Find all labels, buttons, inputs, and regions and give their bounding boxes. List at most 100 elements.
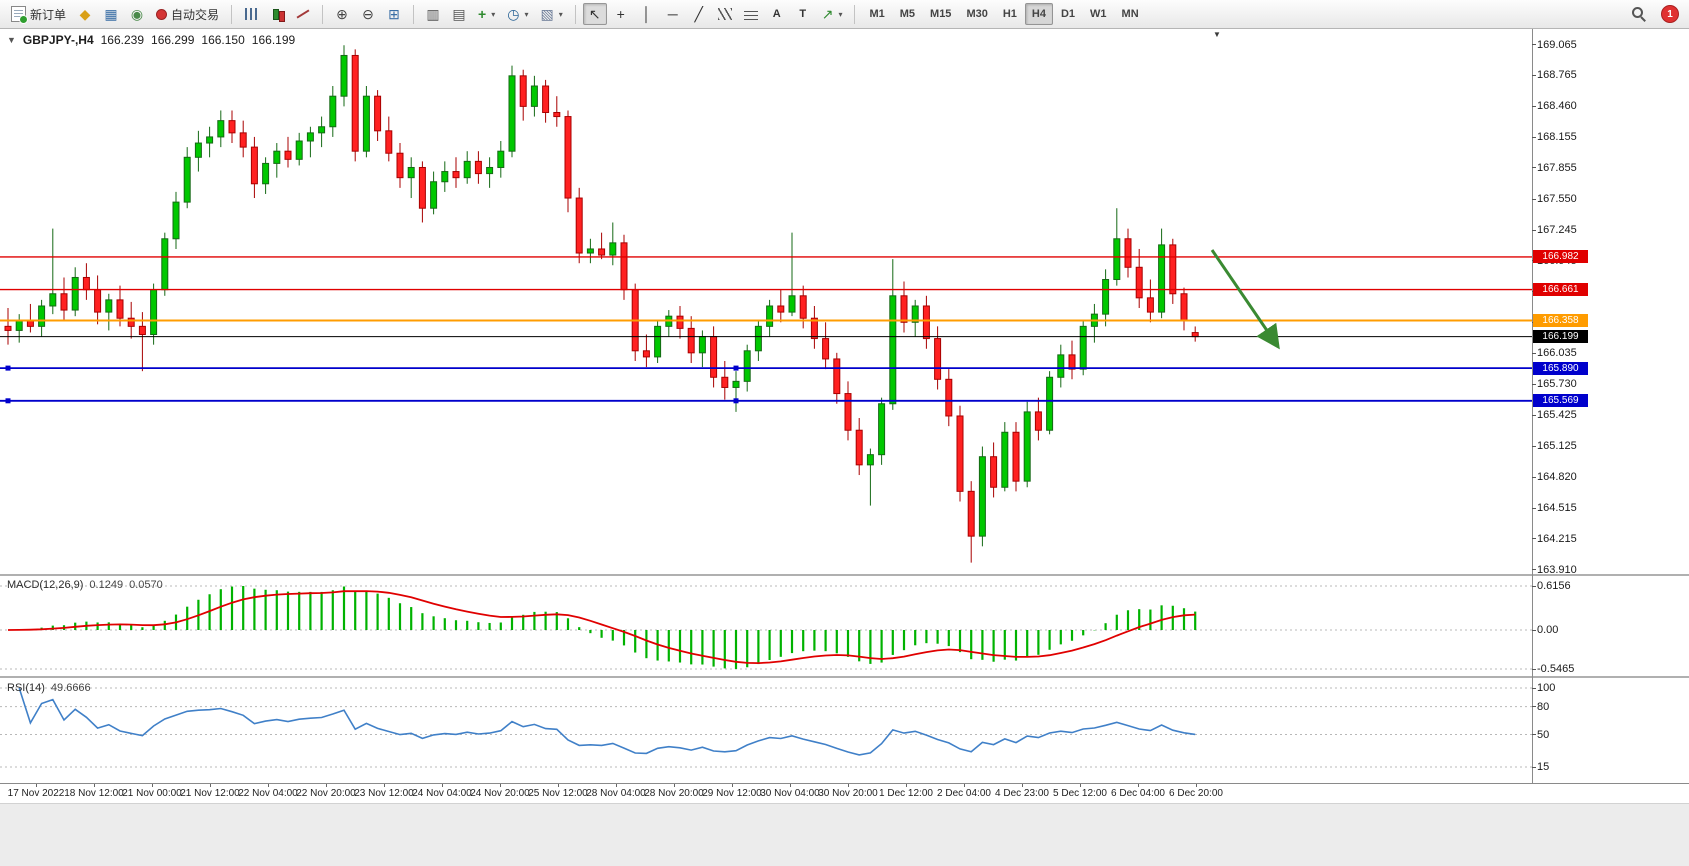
time-axis-label: 28 Nov 20:00: [644, 788, 704, 799]
notification-badge[interactable]: 1: [1661, 5, 1679, 23]
window-margin: [0, 803, 1689, 866]
time-axis-tick: [790, 784, 791, 787]
time-axis-label: 6 Dec 20:00: [1169, 788, 1223, 799]
timeframe-mn[interactable]: MN: [1121, 8, 1139, 20]
shapes-dropdown-button[interactable]: ↗ ▾: [817, 3, 848, 25]
rsi-value: 49.6666: [50, 682, 91, 694]
price-axis-border: [1532, 29, 1533, 783]
horizontal-line-tool-button[interactable]: ─: [661, 3, 685, 25]
time-axis-tick: [674, 784, 675, 787]
timeframe-d1[interactable]: D1: [1060, 8, 1076, 20]
text-tool-button[interactable]: A: [765, 3, 789, 25]
templates-icon: ▧: [540, 6, 554, 22]
time-axis-label: 21 Nov 00:00: [122, 788, 182, 799]
time-axis-tick: [326, 784, 327, 787]
line-chart-button[interactable]: [291, 3, 315, 25]
ohlc-close: 166.199: [251, 33, 296, 47]
rsi-panel-canvas[interactable]: [0, 679, 1689, 783]
time-axis-tick: [1196, 784, 1197, 787]
trendline-icon: ╱: [694, 6, 703, 22]
market-watch-icon: ▦: [104, 6, 118, 22]
timeframe-m1[interactable]: M1: [869, 8, 885, 20]
channel-icon: [717, 8, 732, 20]
cursor-icon: ↖: [588, 6, 601, 22]
toolbar: 新订单 ◆ ▦ ◉ 自动交易 ⊕ ⊖ ⊞ ▥ ▤ + ▾ ◷ ▾ ▧ ▾ ↖ +: [0, 0, 1689, 29]
new-order-label: 新订单: [30, 7, 67, 22]
horizontal-line-icon: ─: [667, 6, 678, 22]
toolbar-separator: [413, 4, 415, 24]
timeframe-h1[interactable]: H1: [1002, 8, 1017, 20]
macd-title: MACD(12,26,9): [7, 579, 84, 591]
autotrading-icon: [156, 8, 168, 20]
ohlc-low: 166.150: [201, 33, 245, 47]
vertical-line-tool-button[interactable]: │: [635, 3, 659, 25]
profile-button[interactable]: ◆: [73, 3, 97, 25]
time-axis-tick: [36, 784, 37, 787]
time-axis-label: 1 Dec 12:00: [879, 788, 933, 799]
toolbar-separator: [322, 4, 324, 24]
time-axis-label: 28 Nov 04:00: [586, 788, 646, 799]
clock-icon: ◷: [507, 6, 520, 22]
time-axis-tick: [152, 784, 153, 787]
navigator-button[interactable]: ◉: [125, 3, 149, 25]
panel-divider[interactable]: [0, 574, 1689, 576]
channel-tool-button[interactable]: [713, 3, 737, 25]
time-axis-tick: [210, 784, 211, 787]
time-axis-tick: [1080, 784, 1081, 787]
time-axis-label: 21 Nov 12:00: [180, 788, 240, 799]
time-axis-tick: [848, 784, 849, 787]
timeframe-m30[interactable]: M30: [966, 8, 988, 20]
macd-label: MACD(12,26,9) 0.1249 0.0570: [7, 579, 163, 591]
candlestick-chart-button[interactable]: [265, 3, 289, 25]
toolbar-right-group: 1: [1627, 3, 1683, 25]
timeframe-m15[interactable]: M15: [930, 8, 952, 20]
vertical-line-icon: │: [642, 6, 652, 22]
templates-button[interactable]: ▧ ▾: [535, 3, 567, 25]
new-order-button[interactable]: 新订单: [6, 3, 71, 25]
time-axis-label: 5 Dec 12:00: [1053, 788, 1107, 799]
time-axis-label: 23 Nov 12:00: [354, 788, 414, 799]
toolbar-separator: [231, 4, 233, 24]
chevron-down-icon: ▾: [558, 9, 563, 19]
time-axis-tick: [94, 784, 95, 787]
tile-windows-button[interactable]: ⊞: [382, 3, 406, 25]
market-watch-button[interactable]: ▦: [99, 3, 123, 25]
timeframe-h4[interactable]: H4: [1024, 3, 1053, 25]
fibonacci-tool-button[interactable]: [739, 3, 763, 25]
chart-header: ▼ GBPJPY-,H4 166.239 166.299 166.150 166…: [6, 33, 295, 47]
indicator-list-button[interactable]: ▥: [421, 3, 445, 25]
zoom-out-button[interactable]: ⊖: [356, 3, 380, 25]
period-button[interactable]: ◷ ▾: [502, 3, 533, 25]
chevron-down-icon: ▾: [838, 9, 843, 19]
trendline-tool-button[interactable]: ╱: [687, 3, 711, 25]
data-window-button[interactable]: ▤: [447, 3, 471, 25]
text-label-tool-button[interactable]: T: [791, 3, 815, 25]
macd-value-signal: 0.0570: [129, 579, 163, 591]
rsi-title: RSI(14): [7, 682, 45, 694]
zoom-out-icon: ⊖: [362, 6, 374, 22]
add-indicator-icon: +: [478, 6, 487, 22]
cursor-tool-button[interactable]: ↖: [582, 3, 607, 25]
macd-panel-canvas[interactable]: [0, 577, 1689, 676]
data-window-icon: ▤: [452, 6, 466, 22]
zoom-in-button[interactable]: ⊕: [330, 3, 354, 25]
add-indicator-button[interactable]: + ▾: [473, 3, 500, 25]
chevron-down-icon: ▾: [524, 9, 529, 19]
toolbar-separator: [854, 4, 856, 24]
crosshair-tool-button[interactable]: +: [609, 3, 633, 25]
bar-chart-icon: [244, 8, 258, 20]
search-button[interactable]: [1627, 3, 1651, 25]
timeframe-m5[interactable]: M5: [899, 8, 916, 20]
time-axis-tick: [732, 784, 733, 787]
chart-shift-marker-icon[interactable]: ▼: [1213, 30, 1221, 39]
ohlc-high: 166.299: [151, 33, 195, 47]
autotrading-button[interactable]: 自动交易: [151, 3, 224, 25]
bar-chart-button[interactable]: [239, 3, 263, 25]
one-click-caret-icon[interactable]: ▼: [7, 35, 16, 45]
panel-divider[interactable]: [0, 676, 1689, 678]
time-axis-tick: [906, 784, 907, 787]
main-chart-canvas[interactable]: [0, 29, 1689, 574]
time-axis-tick: [384, 784, 385, 787]
timeframe-w1[interactable]: W1: [1090, 8, 1107, 20]
time-axis[interactable]: 17 Nov 2022 18 Nov 12:00 21 Nov 00:00 21 No…: [0, 784, 1689, 803]
